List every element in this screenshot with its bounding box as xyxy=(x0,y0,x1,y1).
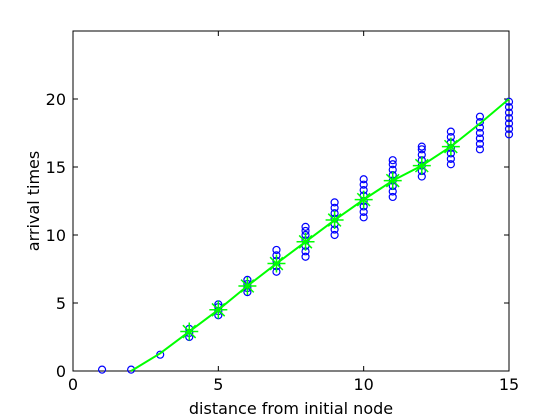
point xyxy=(330,230,339,240)
star-marker xyxy=(325,211,344,230)
star-marker xyxy=(296,232,315,251)
star-marker xyxy=(267,254,286,273)
point xyxy=(504,113,514,123)
point xyxy=(504,103,514,112)
y-tick-label: 15 xyxy=(46,158,66,177)
point xyxy=(388,160,397,169)
point xyxy=(359,175,368,184)
point xyxy=(475,128,485,138)
point xyxy=(359,213,368,222)
star-marker xyxy=(441,137,460,156)
point xyxy=(272,245,281,255)
y-axis-label: arrival times xyxy=(24,151,43,251)
y-tick-label: 0 xyxy=(56,362,66,381)
point xyxy=(330,198,339,207)
y-tick-label: 10 xyxy=(46,226,66,245)
star-marker xyxy=(180,322,199,341)
star-marker xyxy=(354,190,373,209)
point xyxy=(475,112,485,121)
x-tick-label: 10 xyxy=(353,375,373,394)
x-tick-label: 0 xyxy=(68,375,78,394)
point xyxy=(97,365,107,374)
point xyxy=(417,142,426,151)
plot-area xyxy=(72,30,510,372)
point xyxy=(504,119,514,128)
point xyxy=(446,160,455,169)
point xyxy=(417,145,426,154)
y-tick-label: 20 xyxy=(46,90,66,109)
point xyxy=(388,156,397,165)
x-axis-label: distance from initial node xyxy=(189,399,393,418)
point xyxy=(446,127,455,136)
x-tick-label: 15 xyxy=(499,375,519,394)
line xyxy=(130,98,510,372)
star-marker xyxy=(238,277,257,295)
point xyxy=(504,130,514,139)
point xyxy=(504,124,514,134)
point xyxy=(388,192,397,202)
star-marker xyxy=(209,300,228,319)
point xyxy=(301,222,310,231)
star-marker xyxy=(383,171,402,190)
point xyxy=(475,134,485,143)
point xyxy=(504,108,514,117)
star-marker xyxy=(412,156,431,175)
point xyxy=(475,145,485,154)
y-tick-label: 5 xyxy=(56,294,66,313)
point xyxy=(359,180,368,189)
point xyxy=(475,118,485,127)
x-tick-label: 5 xyxy=(213,375,223,394)
point xyxy=(301,252,310,261)
point xyxy=(475,139,485,148)
